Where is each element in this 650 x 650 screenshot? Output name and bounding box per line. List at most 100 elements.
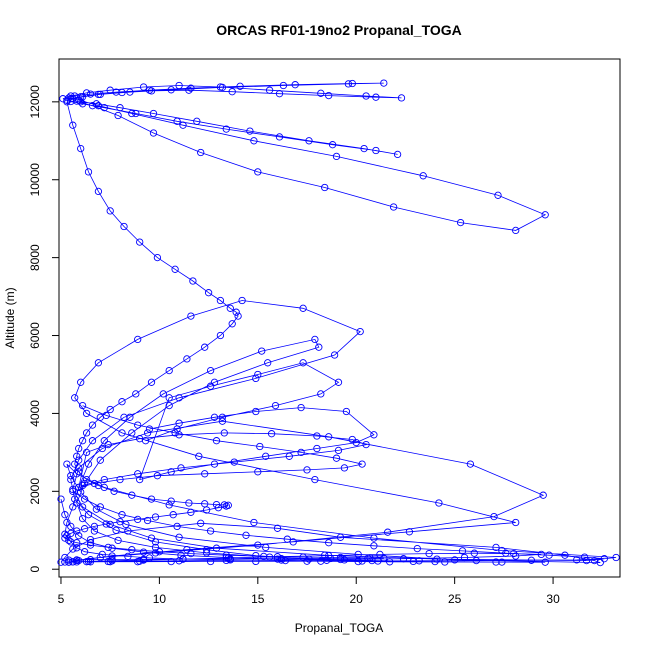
data-point <box>114 536 122 545</box>
data-point <box>173 425 181 433</box>
data-point <box>112 88 120 96</box>
data-point <box>458 547 467 555</box>
data-point <box>321 183 329 192</box>
data-point <box>69 121 77 129</box>
data-point <box>78 514 87 523</box>
data-point <box>73 556 81 564</box>
data-point <box>67 522 75 531</box>
data-point <box>242 531 250 539</box>
data-point <box>90 479 99 488</box>
series-line <box>78 405 368 488</box>
data-point <box>73 452 81 460</box>
data-point <box>73 544 81 552</box>
data-point <box>393 150 402 159</box>
data-point <box>69 545 77 553</box>
data-point <box>289 538 297 546</box>
data-point <box>90 527 99 535</box>
data-point <box>325 91 333 100</box>
data-point <box>252 557 260 566</box>
data-point <box>77 98 85 106</box>
data-point <box>470 549 478 557</box>
data-point <box>265 86 274 94</box>
data-point <box>73 558 81 566</box>
data-point <box>218 83 227 92</box>
data-point <box>84 511 93 519</box>
data-point <box>102 520 110 528</box>
data-point <box>73 499 81 507</box>
data-point <box>527 556 536 564</box>
data-point <box>139 556 148 564</box>
data-point <box>539 491 547 499</box>
data-point <box>106 520 114 529</box>
data-point <box>139 83 148 91</box>
data-point <box>254 370 262 379</box>
data-point <box>472 556 480 565</box>
data-point <box>78 437 87 445</box>
data-point <box>147 378 156 386</box>
data-point <box>254 168 262 176</box>
data-point <box>415 557 423 565</box>
data-point <box>456 218 465 227</box>
data-point <box>151 538 160 546</box>
data-point <box>228 88 236 96</box>
data-point <box>596 558 604 567</box>
data-point <box>151 549 160 557</box>
data-point <box>98 550 106 559</box>
data-point <box>104 543 112 552</box>
series-layer <box>57 79 620 567</box>
data-point <box>78 401 87 410</box>
data-point <box>143 429 152 437</box>
data-point <box>145 425 154 433</box>
y-tick-label: 10000 <box>28 163 42 197</box>
data-point <box>100 437 108 445</box>
data-point <box>492 543 500 552</box>
data-point <box>71 460 79 468</box>
data-point <box>281 556 290 565</box>
data-point <box>332 152 341 161</box>
data-point <box>126 413 134 421</box>
x-axis: 5 10 15 20 25 30 <box>58 576 560 606</box>
data-point <box>224 554 232 562</box>
data-point <box>360 144 368 153</box>
data-point <box>159 390 167 398</box>
data-point <box>120 222 128 231</box>
data-point <box>94 90 103 99</box>
data-point <box>71 495 79 503</box>
data-point <box>356 327 364 336</box>
data-point <box>94 481 103 490</box>
data-point <box>155 548 164 556</box>
data-point <box>250 137 258 145</box>
data-point <box>80 525 89 533</box>
data-point <box>246 127 254 135</box>
data-point <box>258 347 266 355</box>
data-point <box>358 557 366 565</box>
data-point <box>202 546 211 554</box>
data-point <box>187 84 195 92</box>
series-2 <box>59 79 549 235</box>
data-point <box>451 556 459 564</box>
data-point <box>65 558 73 566</box>
data-point <box>372 146 380 155</box>
data-point <box>273 524 282 532</box>
data-point <box>303 466 311 474</box>
data-point <box>222 556 230 565</box>
data-point <box>260 552 268 561</box>
data-point <box>352 438 360 447</box>
data-point <box>220 429 228 437</box>
data-point <box>139 548 148 556</box>
data-point <box>328 141 337 149</box>
data-point <box>220 501 228 509</box>
data-point <box>118 88 126 97</box>
data-point <box>86 539 95 547</box>
data-point <box>254 468 262 476</box>
y-tick-label: 0 <box>28 566 42 573</box>
data-point <box>136 238 144 246</box>
data-point <box>61 553 69 562</box>
data-point <box>149 109 158 118</box>
data-point <box>132 390 140 398</box>
data-point <box>134 335 142 344</box>
data-point <box>151 543 160 552</box>
data-point <box>96 503 104 511</box>
data-point <box>78 93 87 101</box>
data-point <box>173 522 181 531</box>
